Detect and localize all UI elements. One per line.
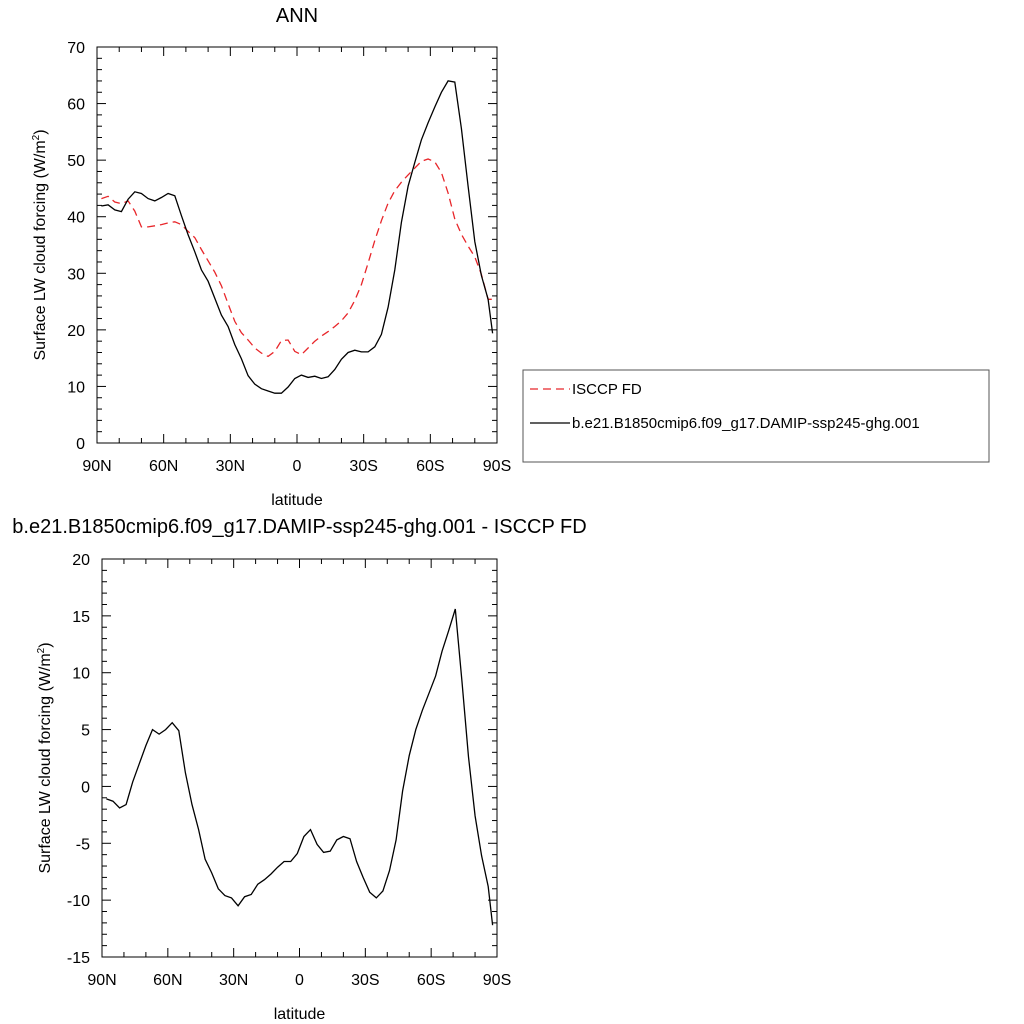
x-tick-label: 30S — [349, 458, 377, 475]
legend-label-model: b.e21.B1850cmip6.f09_g17.DAMIP-ssp245-gh… — [572, 415, 920, 432]
x-tick-label: 90N — [87, 972, 116, 989]
x-tick-label: 30N — [216, 458, 245, 475]
x-tick-label: 60N — [153, 972, 182, 989]
series-line-isccp — [101, 158, 493, 358]
y-axis-label-superscript: 2 — [36, 647, 47, 653]
x-axis-label: latitude — [271, 492, 323, 509]
panel-annual-mean: ANN 90N 60N 30N 0 30S 60S 90S 0 10 20 30 40 50 60 70 l… — [31, 5, 511, 509]
y-tick-label: 15 — [72, 609, 90, 626]
x-tick-label: 60S — [416, 458, 444, 475]
y-tick-label: 5 — [81, 723, 90, 740]
y-tick-label: 20 — [72, 552, 90, 569]
x-tick-label: 30S — [351, 972, 379, 989]
y-tick-label: 0 — [81, 779, 90, 796]
y-axis-label: Surface LW cloud forcing (W/m2) — [31, 129, 49, 360]
y-tick-label: 0 — [76, 436, 85, 453]
y-axis-label-close: ) — [37, 642, 54, 647]
y-axis-label-close: ) — [32, 129, 49, 134]
y-axis-label: Surface LW cloud forcing (W/m2) — [36, 642, 54, 873]
x-tick-label: 60N — [149, 458, 178, 475]
series-line-model — [101, 80, 494, 394]
x-tick-label: 30N — [219, 972, 248, 989]
y-tick-label: 10 — [67, 379, 85, 396]
x-tick-label: 60S — [417, 972, 445, 989]
y-tick-label: -5 — [76, 836, 90, 853]
y-tick-label: -10 — [67, 893, 90, 910]
y-tick-label: 70 — [67, 40, 85, 57]
x-tick-label: 90S — [483, 458, 511, 475]
chart-title: ANN — [276, 5, 318, 27]
y-tick-label: 50 — [67, 153, 85, 170]
y-tick-label: 40 — [67, 210, 85, 227]
series-line-model — [106, 608, 494, 926]
chart-title: b.e21.B1850cmip6.f09_g17.DAMIP-ssp245-gh… — [12, 516, 586, 538]
y-axis-label-text: Surface LW cloud forcing (W/m — [32, 140, 49, 360]
legend: ISCCP FD b.e21.B1850cmip6.f09_g17.DAMIP-… — [522, 369, 990, 463]
y-tick-label: 20 — [67, 323, 85, 340]
y-tick-label: 60 — [67, 97, 85, 114]
plot-frame — [96, 46, 498, 444]
legend-label-isccp: ISCCP FD — [572, 381, 642, 398]
x-tick-label: 90S — [483, 972, 511, 989]
y-axis-label-superscript: 2 — [31, 134, 42, 140]
y-axis-label-text: Surface LW cloud forcing (W/m — [37, 653, 54, 873]
y-tick-label: 10 — [72, 666, 90, 683]
x-axis-label: latitude — [274, 1006, 326, 1023]
panel-difference: b.e21.B1850cmip6.f09_g17.DAMIP-ssp245-gh… — [12, 516, 586, 1023]
y-tick-label: -15 — [67, 950, 90, 967]
legend-box — [522, 369, 990, 463]
y-tick-label: 30 — [67, 266, 85, 283]
x-tick-label: 0 — [293, 458, 302, 475]
plot-frame — [101, 558, 498, 958]
x-tick-label: 0 — [295, 972, 304, 989]
x-tick-label: 90N — [82, 458, 111, 475]
